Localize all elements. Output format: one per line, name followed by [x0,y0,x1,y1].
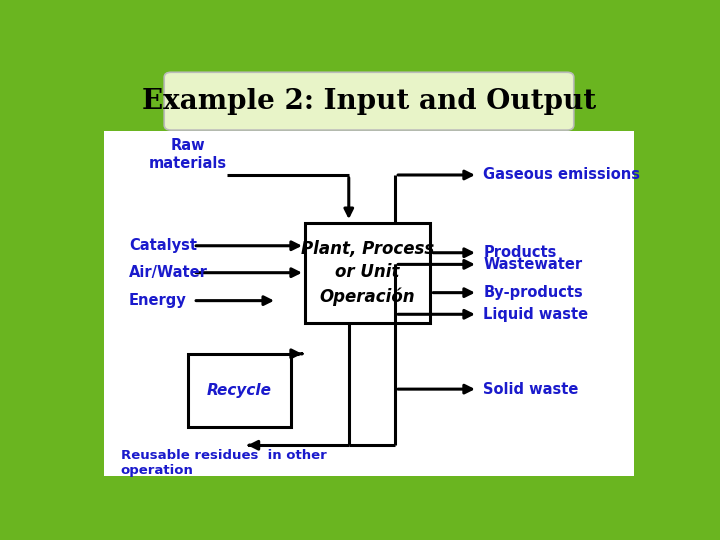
Text: By-products: By-products [483,285,583,300]
Bar [188,354,291,427]
Text: Catalyst: Catalyst [129,238,197,253]
Text: Raw
materials: Raw materials [148,138,227,171]
Text: Example 2: Input and Output: Example 2: Input and Output [142,87,596,114]
Text: Reusable residues  in other
operation: Reusable residues in other operation [121,449,326,477]
FancyBboxPatch shape [164,72,574,130]
Text: Solid waste: Solid waste [483,382,579,396]
Text: Air/Water: Air/Water [129,265,208,280]
Text: Products: Products [483,245,557,260]
Bar [305,223,431,322]
Text: Wastewater: Wastewater [483,257,582,272]
Text: Recycle: Recycle [207,383,271,397]
Bar [104,131,634,476]
Text: Plant, Process
or Unit
Operación: Plant, Process or Unit Operación [301,240,434,306]
Text: Liquid waste: Liquid waste [483,307,588,322]
Text: Gaseous emissions: Gaseous emissions [483,167,640,183]
Text: Energy: Energy [129,293,186,308]
